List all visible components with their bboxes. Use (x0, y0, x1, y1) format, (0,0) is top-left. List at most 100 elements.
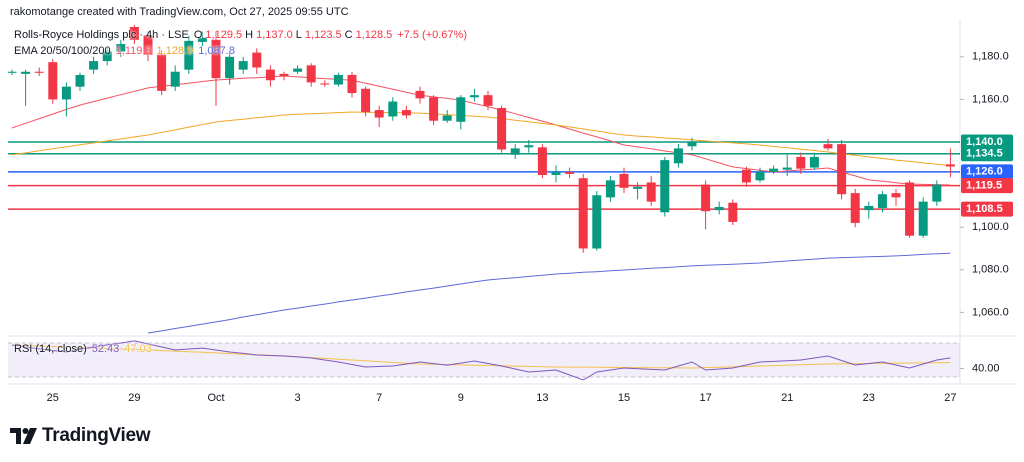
candle-body (755, 171, 765, 181)
ema-line (11, 111, 951, 167)
candle-body (646, 182, 656, 202)
candle-body (102, 51, 112, 62)
y-tick-label: 1,060.0 (972, 306, 1009, 318)
level-label-box (961, 134, 1013, 150)
candle-body (741, 169, 751, 183)
candle-body (864, 205, 874, 211)
y-tick-label: 1,180.0 (972, 51, 1009, 63)
rsi-value: 52.43 (91, 343, 120, 355)
level-label-box (961, 201, 1013, 217)
candle-body (660, 160, 670, 213)
candle-body (415, 90, 425, 99)
candle-body (401, 110, 411, 116)
candle-body (633, 186, 643, 189)
candle-body (877, 194, 887, 209)
candle-body (673, 148, 683, 164)
x-tick-label: 15 (618, 392, 630, 404)
candle-body (320, 83, 330, 85)
candle-body (823, 144, 833, 149)
ema-title: EMA 20/50/100/200 (14, 45, 111, 57)
candle-body (184, 40, 194, 70)
candle-body (809, 156, 819, 168)
x-tick-label: 17 (699, 392, 711, 404)
x-tick-label: 13 (536, 392, 548, 404)
rsi-tick-label: 40.00 (972, 362, 1000, 374)
candle-body (143, 35, 153, 55)
candle-body (945, 164, 955, 167)
x-tick-label: 29 (128, 392, 140, 404)
candle-body (333, 74, 343, 85)
candle-body (714, 206, 724, 211)
candle-body (850, 193, 860, 223)
candle-body (551, 171, 561, 176)
candle-body (252, 52, 262, 68)
level-label: 1,108.5 (966, 203, 1003, 215)
ohlc-label: H (245, 29, 254, 41)
candle-body (361, 88, 371, 113)
ema-line (147, 252, 951, 334)
y-tick-label: 1,160.0 (972, 93, 1009, 105)
ema-value: 1,087.8 (198, 45, 235, 57)
x-tick-label: 23 (863, 392, 875, 404)
candle-body (932, 184, 942, 202)
ohlc-value: 1,129.5 (205, 29, 243, 41)
candle-body (769, 168, 779, 172)
candle-body (687, 142, 697, 147)
ohlc-value: 1,128.5 (355, 29, 393, 41)
candle-body (129, 27, 139, 40)
candle-body (905, 182, 915, 236)
ohlc-value: 1,137.0 (256, 29, 293, 41)
x-tick-label: 7 (376, 392, 382, 404)
level-label: 1,126.0 (966, 166, 1003, 178)
candle-body (605, 180, 615, 198)
candle-body (565, 171, 575, 174)
candle-body (34, 71, 44, 73)
candle-body (225, 56, 235, 79)
logo-dot (22, 428, 29, 434)
candle-body (497, 107, 507, 150)
logo (10, 428, 37, 444)
candle-body (170, 71, 180, 87)
ema-value: 1,119.8 (115, 45, 152, 57)
candle-body (306, 65, 316, 83)
candle-body (8, 71, 17, 73)
candle-body (837, 144, 847, 195)
rsi-pane (8, 340, 960, 381)
rsi-title: RSI (14, close) (14, 343, 87, 355)
candle-body (483, 95, 493, 106)
candle-body (429, 97, 439, 121)
logo-shape (23, 428, 37, 444)
candle-body (374, 110, 384, 118)
candle-body (782, 167, 792, 170)
candle-body (61, 86, 71, 100)
symbol-legend: Rolls-Royce Holdings plc · 4h · LSE O 1,1… (14, 29, 467, 41)
y-tick-label: 1,080.0 (972, 264, 1009, 276)
candle-body (116, 44, 126, 52)
candle-body (456, 97, 466, 122)
candle-body (21, 71, 31, 74)
candle-body (796, 156, 806, 169)
candle-body (347, 74, 357, 94)
candle-body (279, 73, 289, 77)
candle-body (157, 54, 167, 91)
candle-body (537, 147, 547, 176)
candle-body (265, 69, 275, 81)
candle-body (293, 68, 303, 72)
candle-body (918, 201, 928, 236)
ema-legend: EMA 20/50/100/200 1,119.8 1,128.9 1,087.8 (14, 45, 235, 57)
candle-body (238, 61, 248, 70)
candle-body (592, 195, 602, 249)
level-label-box (961, 146, 1013, 162)
price-pane (8, 24, 960, 334)
ohlc-value: 1,123.5 (304, 29, 342, 41)
ema-value: 1,128.9 (156, 45, 194, 57)
logo-shape (10, 428, 21, 444)
candle-body (89, 61, 99, 70)
x-tick-label: 27 (944, 392, 956, 404)
rsi-value: 47.03 (124, 343, 152, 355)
candle-body (578, 178, 588, 249)
candle-body (891, 193, 901, 198)
candle-body (701, 184, 711, 212)
candle-body (48, 62, 58, 100)
